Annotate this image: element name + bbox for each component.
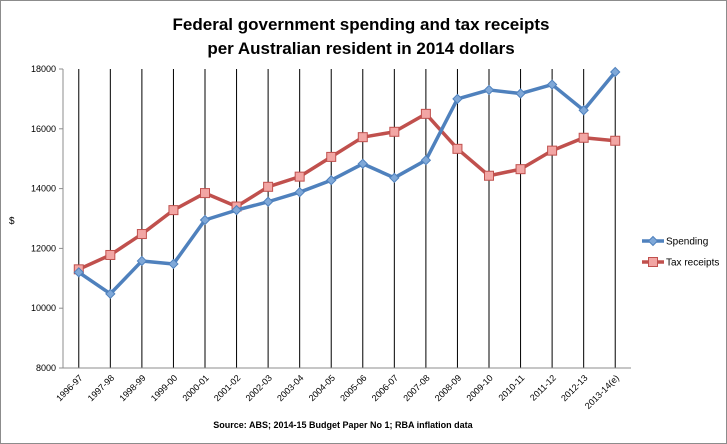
gridlines — [78, 69, 616, 368]
point-spending-1997-98 — [105, 288, 116, 300]
legend-item-tax-receipts: Tax receipts — [642, 257, 719, 269]
axes — [59, 68, 631, 369]
y-tick-labels: 8000 10000 12000 14000 16000 18000 — [31, 64, 56, 373]
legend-marker-tax-receipts — [648, 257, 658, 267]
x-tick-label-2010-11: 2010-11 — [496, 373, 526, 403]
point-tax-receipts-2004-05 — [326, 151, 337, 162]
point-tax-receipts-2011-12 — [547, 145, 558, 156]
point-spending-2002-03 — [262, 196, 274, 207]
y-tick-label-12000: 12000 — [31, 243, 56, 253]
point-spending-2010-11 — [515, 88, 526, 99]
point-tax-receipts-2013-14(e) — [610, 135, 621, 146]
x-tick-label-2005-06: 2005-06 — [338, 373, 368, 403]
point-tax-receipts-2000-01 — [200, 188, 210, 199]
x-tick-labels: 1996-97 1997-98 1998-99 1999-00 2000-01 2001-… — [54, 373, 621, 411]
y-tick-label-10000: 10000 — [31, 303, 56, 313]
point-tax-receipts-2006-07 — [389, 126, 400, 137]
x-tick-label-1997-98: 1997-98 — [86, 373, 116, 403]
point-tax-receipts-1999-00 — [168, 205, 179, 216]
point-spending-2001-02 — [231, 204, 242, 216]
legend-label-spending: Spending — [666, 237, 708, 248]
point-spending-2012-13 — [578, 105, 589, 116]
x-tick-label-2004-05: 2004-05 — [307, 373, 337, 403]
x-tick-label-2002-03: 2002-03 — [244, 373, 274, 403]
source-note: Source: ABS; 2014-15 Budget Paper No 1; … — [213, 420, 473, 430]
y-tick-label-8000: 8000 — [36, 363, 56, 373]
point-spending-2000-01 — [199, 214, 211, 226]
y-axis-label: $ — [9, 216, 15, 227]
chart-title-line-2: per Australian resident in 2014 dollars — [207, 39, 514, 58]
point-tax-receipts-2007-08 — [420, 108, 431, 119]
point-spending-2006-07 — [389, 172, 400, 184]
x-tick-label-2008-09: 2008-09 — [433, 373, 463, 403]
point-tax-receipts-2009-10 — [484, 170, 494, 181]
x-tick-label-2011-12: 2011-12 — [528, 373, 558, 403]
series-spending — [73, 66, 621, 300]
x-tick-label-2009-10: 2009-10 — [464, 373, 494, 403]
point-spending-2008-09 — [452, 93, 463, 105]
series-group — [73, 66, 621, 300]
x-tick-label-2000-01: 2000-01 — [180, 373, 210, 403]
x-tick-label-1999-00: 1999-00 — [149, 373, 179, 403]
x-tick-label-2006-07: 2006-07 — [370, 373, 400, 403]
x-tick-label-2012-13: 2012-13 — [559, 373, 589, 403]
point-tax-receipts-2003-04 — [294, 171, 305, 182]
point-tax-receipts-2002-03 — [263, 181, 274, 192]
x-tick-label-1998-99: 1998-99 — [117, 373, 147, 403]
point-spending-2009-10 — [483, 84, 495, 96]
y-tick-label-18000: 18000 — [31, 64, 56, 74]
series-tax-receipts — [73, 108, 621, 275]
x-tick-label-2013-14(e): 2013-14(e) — [583, 373, 621, 411]
point-tax-receipts-1997-98 — [105, 249, 116, 260]
legend-label-tax-receipts: Tax receipts — [666, 258, 719, 269]
point-spending-1998-99 — [136, 255, 148, 267]
legend-item-spending: Spending — [642, 235, 708, 248]
series-line-spending — [77, 70, 617, 296]
legend-marker-spending — [647, 235, 659, 247]
point-spending-1996-97 — [73, 267, 84, 278]
legend: Spending Tax receipts — [642, 235, 719, 269]
point-spending-1999-00 — [168, 258, 179, 270]
series-line-tax-receipts — [78, 112, 616, 271]
point-tax-receipts-2010-11 — [515, 164, 526, 175]
x-tick-label-2003-04: 2003-04 — [275, 373, 305, 403]
x-tick-label-2007-08: 2007-08 — [401, 373, 431, 403]
point-spending-2004-05 — [326, 175, 337, 186]
point-spending-2005-06 — [357, 158, 368, 169]
y-tick-label-14000: 14000 — [31, 184, 56, 194]
point-spending-2013-14(e) — [610, 66, 621, 78]
y-tick-label-16000: 16000 — [31, 124, 56, 134]
x-tick-label-2001-02: 2001-02 — [212, 373, 242, 403]
point-spending-2011-12 — [546, 79, 558, 90]
point-spending-2007-08 — [420, 154, 432, 166]
point-spending-2003-04 — [294, 186, 305, 198]
point-tax-receipts-2008-09 — [452, 143, 463, 154]
point-tax-receipts-1998-99 — [136, 229, 147, 240]
point-tax-receipts-2005-06 — [357, 132, 368, 143]
point-tax-receipts-2012-13 — [578, 132, 589, 143]
chart-title-line-1: Federal government spending and tax rece… — [173, 15, 550, 34]
x-tick-label-1996-97: 1996-97 — [54, 373, 84, 403]
